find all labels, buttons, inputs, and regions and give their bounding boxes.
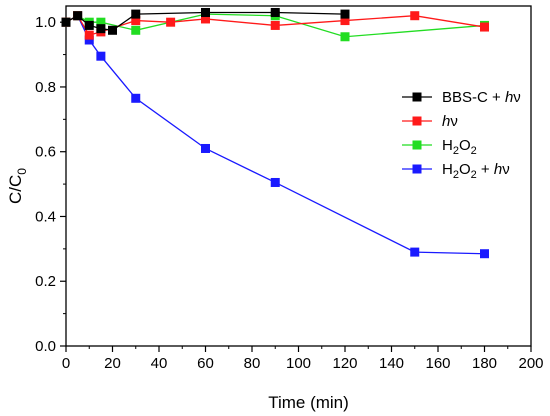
- legend-label-part: ν: [502, 161, 510, 178]
- x-axis-title: Time (min): [268, 393, 349, 412]
- x-tick-label: 20: [104, 355, 121, 372]
- legend-marker: [412, 92, 422, 102]
- data-point: [84, 20, 94, 30]
- legend-label: H2O2​: [442, 137, 477, 157]
- data-point: [270, 20, 280, 30]
- data-point: [96, 24, 106, 34]
- data-point: [201, 143, 210, 153]
- y-tick-label: 0.6: [35, 144, 56, 161]
- legend-label-part: h: [494, 161, 502, 178]
- legend-label-part: h: [505, 89, 513, 106]
- data-point: [131, 93, 141, 103]
- data-point: [61, 17, 71, 27]
- data-point: [270, 7, 280, 17]
- data-point: [201, 7, 210, 17]
- data-point: [480, 22, 489, 32]
- x-tick-label: 40: [151, 355, 168, 372]
- legend-marker: [412, 140, 422, 150]
- x-tick-label: 60: [197, 355, 214, 372]
- data-point: [96, 17, 106, 27]
- data-point: [131, 25, 141, 35]
- legend-label: H2O2 + hν: [442, 161, 510, 181]
- data-point: [108, 25, 117, 35]
- y-axis-title-subscript: 0: [15, 168, 29, 175]
- data-point: [270, 177, 280, 187]
- legend-label-part: ν: [513, 89, 521, 106]
- data-point: [84, 30, 94, 40]
- data-point: [340, 16, 350, 26]
- series-line: [65, 14, 485, 255]
- y-tick-label: 0.8: [35, 79, 56, 96]
- y-tick-label: 0.4: [35, 208, 56, 225]
- legend-label-part: 2: [471, 169, 477, 181]
- legend-label-part: H: [442, 161, 453, 178]
- legend-label-part: BBS-C +: [442, 89, 505, 106]
- legend-label-part: 2: [453, 145, 459, 157]
- legend-label-part: H: [442, 137, 453, 154]
- legend-label-part: +: [477, 161, 494, 178]
- x-tick-label: 80: [244, 355, 261, 372]
- y-tick-label: 1.0: [35, 14, 56, 31]
- x-tick-label: 200: [518, 355, 543, 372]
- y-tick-label: 0.2: [35, 273, 56, 290]
- legend-label-part: ν: [450, 113, 458, 130]
- data-point: [166, 17, 176, 27]
- x-tick-label: 160: [425, 355, 450, 372]
- x-tick-label: 0: [62, 355, 70, 372]
- legend-marker: [412, 116, 422, 126]
- y-tick-label: 0.0: [35, 338, 56, 355]
- legend-label: BBS-C + hν: [442, 89, 521, 106]
- legend-label-part: 2: [471, 145, 477, 157]
- x-tick-label: 100: [286, 355, 311, 372]
- legend-label-part: h: [442, 113, 450, 130]
- x-tick-label: 120: [332, 355, 357, 372]
- y-axis-title: C/C0: [6, 168, 29, 204]
- data-point: [410, 247, 420, 257]
- series-3: [61, 11, 489, 259]
- data-point: [201, 14, 210, 24]
- data-point: [340, 32, 350, 42]
- data-point: [131, 9, 141, 19]
- y-axis-title-main: C/C: [6, 175, 25, 204]
- x-tick-label: 140: [379, 355, 404, 372]
- legend-label-part: O: [459, 137, 471, 154]
- legend-label-part: O: [459, 161, 471, 178]
- data-point: [73, 11, 83, 21]
- legend-marker: [412, 164, 422, 174]
- data-point: [131, 16, 141, 26]
- data-point: [340, 9, 350, 19]
- series-0: [61, 7, 350, 35]
- data-point: [410, 11, 420, 21]
- data-point: [96, 51, 106, 61]
- data-point: [480, 249, 489, 259]
- legend-label-part: 2: [453, 169, 459, 181]
- data-point: [84, 35, 94, 45]
- legend-label: hν: [442, 113, 458, 130]
- x-tick-label: 180: [472, 355, 497, 372]
